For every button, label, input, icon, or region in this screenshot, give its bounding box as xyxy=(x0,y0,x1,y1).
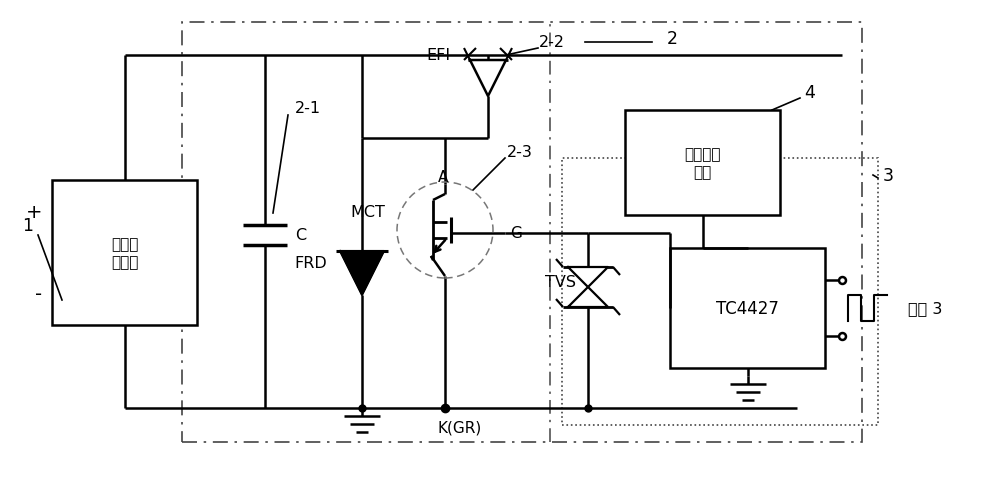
Bar xyxy=(670,249,825,368)
Bar xyxy=(562,159,878,425)
Bar xyxy=(52,180,197,325)
Text: TC4427: TC4427 xyxy=(716,300,779,317)
Text: 2-3: 2-3 xyxy=(507,145,533,160)
Text: 脉冲 3: 脉冲 3 xyxy=(908,301,942,316)
Text: A: A xyxy=(438,169,448,185)
Text: EFI: EFI xyxy=(426,48,450,63)
Text: C: C xyxy=(295,228,306,243)
Text: 2: 2 xyxy=(666,30,678,48)
Text: 直流恒压
电源: 直流恒压 电源 xyxy=(684,147,721,180)
Text: 2-1: 2-1 xyxy=(295,101,321,116)
Bar xyxy=(182,23,862,442)
Text: 2-2: 2-2 xyxy=(539,36,565,50)
Polygon shape xyxy=(568,267,608,288)
Text: 1: 1 xyxy=(23,216,34,235)
Text: 3: 3 xyxy=(883,167,894,185)
Bar xyxy=(625,111,780,216)
Polygon shape xyxy=(340,252,384,295)
Text: 4: 4 xyxy=(805,84,815,102)
Text: MCT: MCT xyxy=(350,205,385,220)
Text: -: - xyxy=(35,284,42,303)
Text: K(GR): K(GR) xyxy=(438,420,482,435)
Polygon shape xyxy=(568,288,608,307)
Text: TVS: TVS xyxy=(545,275,576,290)
Text: FRD: FRD xyxy=(294,256,327,271)
Text: 脉冲高
压电源: 脉冲高 压电源 xyxy=(111,237,138,269)
Text: G: G xyxy=(510,226,522,241)
Polygon shape xyxy=(470,61,506,97)
Text: +: + xyxy=(26,203,42,222)
